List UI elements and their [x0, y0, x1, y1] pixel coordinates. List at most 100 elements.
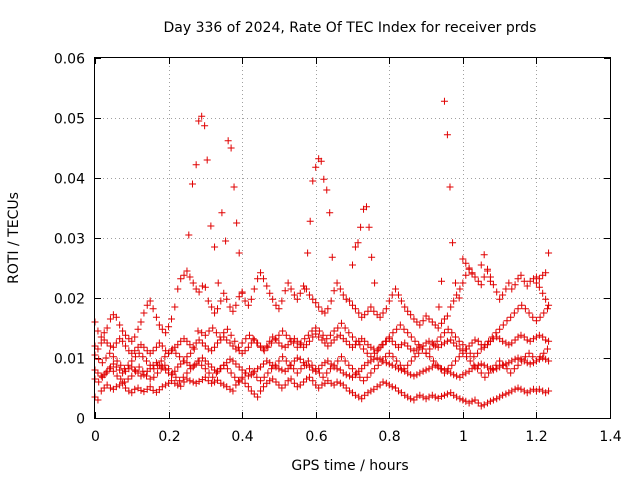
- data-point: [323, 186, 331, 194]
- data-point: [418, 345, 426, 353]
- data-point: [378, 357, 386, 365]
- data-point: [444, 325, 452, 333]
- data-point: [308, 327, 316, 335]
- data-point: [94, 345, 102, 353]
- data-point: [272, 378, 280, 386]
- data-point: [315, 303, 323, 311]
- data-point: [429, 341, 437, 349]
- data-point: [394, 291, 402, 299]
- data-point: [305, 337, 313, 345]
- data-point: [463, 353, 471, 361]
- data-point: [514, 275, 522, 283]
- data-point: [131, 367, 139, 375]
- data-point: [511, 385, 519, 393]
- data-point: [97, 333, 105, 341]
- data-point: [529, 275, 537, 283]
- data-point: [296, 289, 304, 297]
- data-point: [385, 333, 393, 341]
- data-point: [268, 365, 276, 373]
- data-point: [407, 395, 415, 403]
- data-point: [186, 377, 194, 385]
- data-point: [309, 295, 317, 303]
- data-point: [137, 386, 145, 394]
- data-point: [135, 349, 143, 357]
- data-point: [189, 279, 197, 287]
- data-point: [416, 321, 424, 329]
- data-point: [264, 369, 272, 377]
- data-point: [296, 355, 304, 363]
- data-point: [349, 333, 356, 341]
- data-point: [425, 365, 433, 373]
- data-point: [287, 375, 295, 383]
- data-point: [201, 283, 209, 291]
- data-point: [131, 333, 139, 341]
- data-point: [470, 361, 478, 369]
- data-point: [379, 378, 387, 386]
- data-point: [462, 397, 470, 405]
- data-point: [272, 336, 280, 344]
- data-point: [374, 361, 382, 369]
- data-point: [186, 273, 194, 281]
- data-point: [410, 396, 418, 404]
- data-point: [545, 387, 553, 395]
- data-point: [179, 357, 187, 365]
- data-point: [407, 333, 415, 341]
- data-point: [95, 355, 103, 363]
- data-point: [213, 339, 221, 347]
- data-point: [485, 337, 493, 345]
- data-point: [540, 309, 548, 317]
- data-point: [455, 337, 463, 345]
- data-point: [514, 333, 522, 341]
- data-point: [188, 180, 196, 188]
- data-point: [95, 378, 103, 386]
- data-point: [231, 373, 239, 381]
- data-point: [281, 287, 289, 295]
- data-point: [279, 353, 287, 361]
- data-point: [364, 307, 372, 315]
- data-point: [100, 384, 108, 392]
- data-point: [217, 336, 225, 344]
- data-point: [471, 396, 479, 404]
- data-point: [496, 393, 504, 401]
- data-point: [443, 312, 451, 320]
- data-point: [217, 379, 225, 387]
- data-point: [106, 363, 114, 371]
- data-point: [477, 369, 485, 377]
- data-point: [370, 307, 378, 315]
- data-point: [532, 279, 540, 287]
- data-point: [284, 377, 292, 385]
- data-point: [198, 361, 206, 369]
- data-point: [143, 301, 151, 309]
- data-point: [510, 309, 518, 317]
- data-point: [462, 259, 470, 267]
- data-point: [452, 279, 459, 287]
- data-point: [212, 369, 220, 377]
- data-point: [382, 379, 390, 387]
- data-point: [158, 325, 166, 333]
- data-point: [249, 335, 257, 343]
- data-point: [404, 369, 412, 377]
- data-point: [422, 349, 430, 357]
- data-point: [209, 373, 217, 381]
- data-point: [229, 307, 237, 315]
- data-point: [162, 381, 170, 389]
- data-point: [450, 339, 458, 347]
- data-point: [205, 369, 213, 377]
- data-point: [416, 391, 424, 399]
- data-point: [226, 303, 234, 311]
- data-point: [346, 372, 354, 380]
- data-point: [217, 297, 225, 305]
- data-point: [198, 282, 206, 290]
- data-point: [174, 381, 182, 389]
- data-point: [94, 396, 102, 404]
- data-point: [278, 366, 286, 374]
- data-point: [337, 319, 345, 327]
- data-point: [388, 361, 396, 369]
- data-point: [226, 339, 234, 347]
- data-point: [440, 339, 448, 347]
- data-point: [124, 361, 132, 369]
- data-point: [117, 361, 125, 369]
- data-point: [192, 339, 200, 347]
- data-point: [106, 342, 114, 350]
- y-tick-labels: 0 0.01 0.02 0.03 0.04 0.05 0.06: [54, 52, 85, 428]
